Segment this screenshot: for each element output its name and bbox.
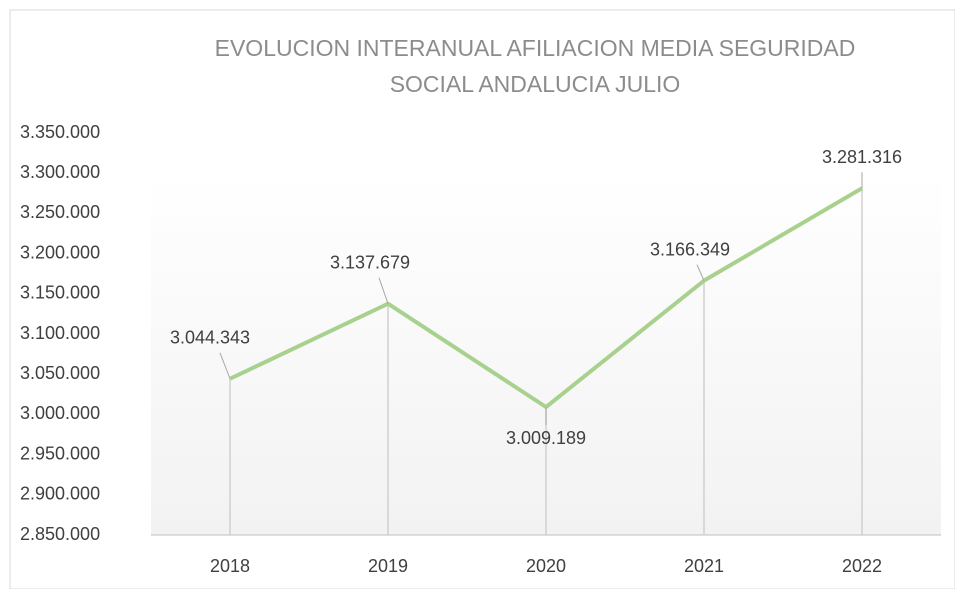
data-label: 3.044.343 xyxy=(170,327,250,347)
y-tick-label: 3.300.000 xyxy=(20,162,100,182)
x-tick-label: 2018 xyxy=(210,556,250,576)
x-tick-label: 2019 xyxy=(368,556,408,576)
data-line xyxy=(229,186,864,410)
data-label: 3.281.316 xyxy=(822,147,902,167)
x-tick-label: 2020 xyxy=(526,556,566,576)
x-tick-label: 2022 xyxy=(842,556,882,576)
y-tick-label: 3.100.000 xyxy=(20,323,100,343)
leader-line xyxy=(378,277,389,304)
data-label: 3.009.189 xyxy=(506,428,586,448)
leader-line xyxy=(219,352,231,379)
chart-title: SOCIAL ANDALUCIA JULIO xyxy=(390,71,681,97)
data-label: 3.137.679 xyxy=(330,252,410,272)
y-tick-label: 2.900.000 xyxy=(20,484,100,504)
y-tick-label: 3.050.000 xyxy=(20,363,100,383)
y-tick-label: 2.850.000 xyxy=(20,524,100,544)
y-tick-label: 3.200.000 xyxy=(20,242,100,262)
data-label: 3.166.349 xyxy=(650,239,730,259)
x-tick-label: 2021 xyxy=(684,556,724,576)
leader-line xyxy=(696,264,705,281)
y-tick-label: 2.950.000 xyxy=(20,443,100,463)
chart-title: EVOLUCION INTERANUAL AFILIACION MEDIA SE… xyxy=(215,35,856,61)
y-tick-label: 3.250.000 xyxy=(20,202,100,222)
y-tick-label: 3.350.000 xyxy=(20,122,100,142)
y-tick-label: 3.000.000 xyxy=(20,403,100,423)
y-tick-label: 3.150.000 xyxy=(20,283,100,303)
